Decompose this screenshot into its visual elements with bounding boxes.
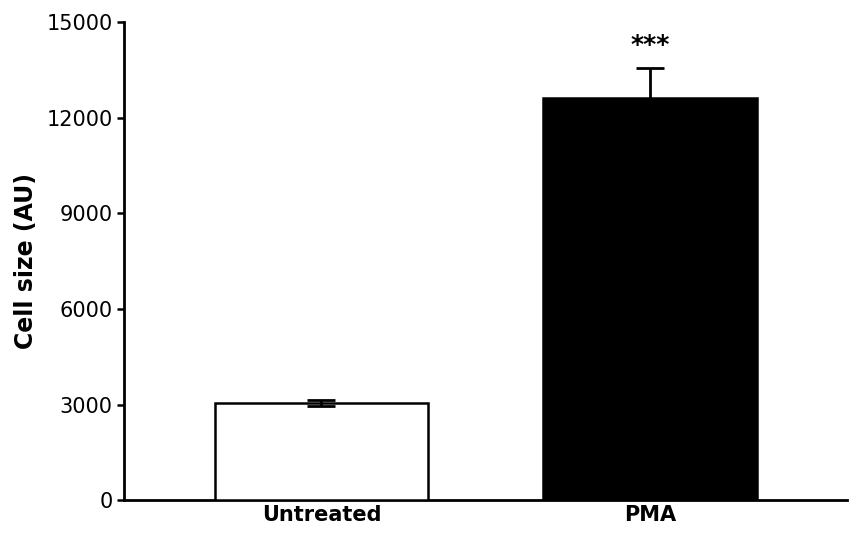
Bar [214,403,428,500]
Text: ***: *** [630,33,670,57]
Y-axis label: Cell size (AU): Cell size (AU) [14,173,38,349]
Bar [543,99,757,500]
